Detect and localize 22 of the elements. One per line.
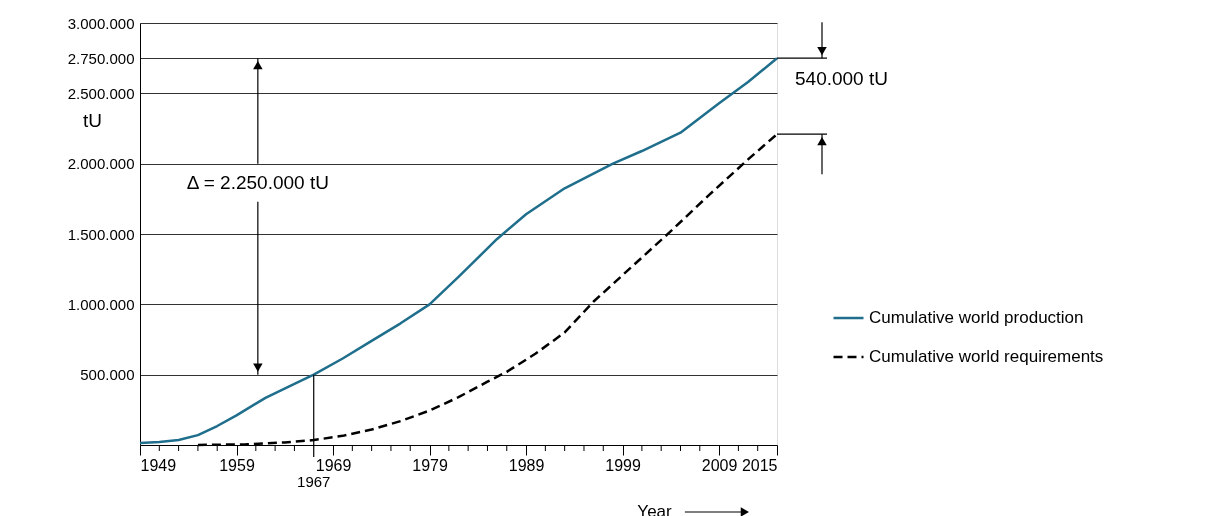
x-tick-label: 1989 <box>508 456 545 474</box>
y-tick-label: 1.000.000 <box>67 295 135 313</box>
y-tick-label: 500.000 <box>80 366 135 384</box>
x-tick-label: 2009 <box>701 456 738 474</box>
y-tick-label: 1.500.000 <box>67 225 135 243</box>
x-tick-label: 1999 <box>605 456 641 474</box>
annotation: Δ = 2.250.000 tU <box>186 171 329 193</box>
x-tick-label: 1949 <box>140 456 177 474</box>
x-tick-label: 1959 <box>219 456 255 474</box>
text: 540.000 tU <box>795 68 888 90</box>
x-tick-label: 2015 <box>741 456 778 474</box>
y-tick-label: 2.000.000 <box>67 155 135 173</box>
x-axis-title: Year <box>637 501 673 516</box>
y-tick-label: 3.000.000 <box>67 14 135 32</box>
annotation: 1967 <box>297 473 331 490</box>
legend-label: Cumulative world requirements <box>869 347 1104 367</box>
x-tick-label: 1969 <box>315 456 352 474</box>
legend-label: Cumulative world production <box>869 308 1084 328</box>
y-axis-title: tU <box>83 109 102 131</box>
x-tick-label: 1979 <box>412 456 448 474</box>
y-tick-label: 2.500.000 <box>67 84 135 102</box>
y-tick-label: 2.750.000 <box>67 49 135 67</box>
